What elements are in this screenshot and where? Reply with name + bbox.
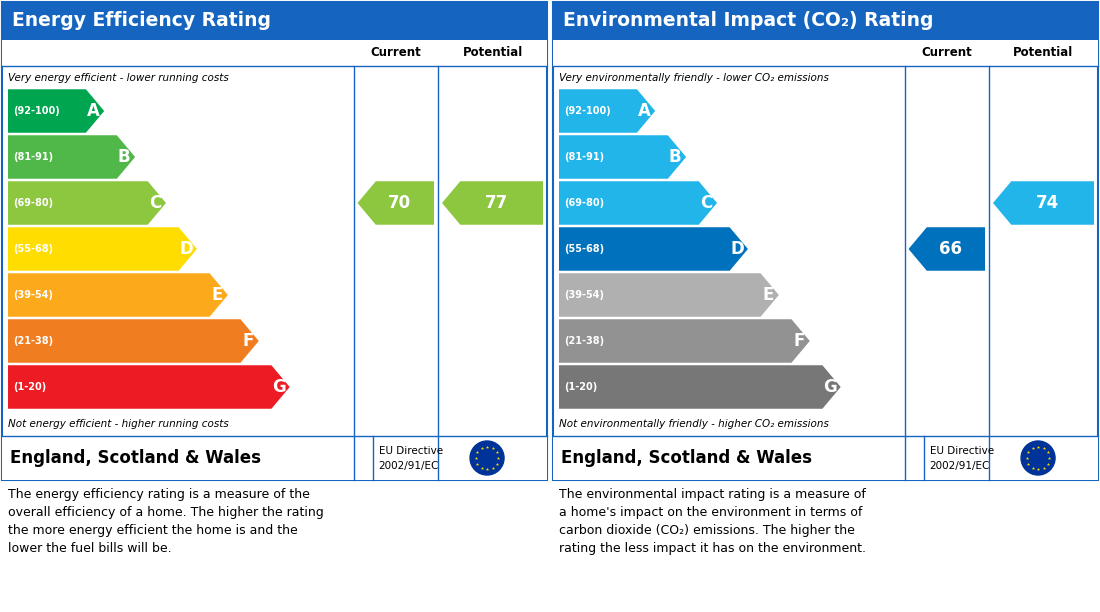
Text: 2002/91/EC: 2002/91/EC — [378, 461, 439, 471]
Bar — [553, 2, 1098, 40]
Text: a home's impact on the environment in terms of: a home's impact on the environment in te… — [559, 506, 862, 519]
Text: G: G — [272, 378, 286, 396]
Polygon shape — [8, 181, 166, 225]
Text: 77: 77 — [484, 194, 508, 212]
Polygon shape — [8, 227, 197, 271]
Text: Energy Efficiency Rating: Energy Efficiency Rating — [12, 12, 271, 31]
Text: (81-91): (81-91) — [13, 152, 53, 162]
Text: C: C — [700, 194, 712, 212]
Circle shape — [470, 441, 504, 475]
Bar — [553, 2, 1098, 480]
Text: lower the fuel bills will be.: lower the fuel bills will be. — [8, 542, 172, 555]
Text: G: G — [823, 378, 837, 396]
Text: C: C — [148, 194, 162, 212]
Text: B: B — [118, 148, 131, 166]
Text: Not energy efficient - higher running costs: Not energy efficient - higher running co… — [8, 419, 229, 429]
Text: the more energy efficient the home is and the: the more energy efficient the home is an… — [8, 524, 298, 537]
Text: D: D — [179, 240, 192, 258]
Text: Environmental Impact (CO₂) Rating: Environmental Impact (CO₂) Rating — [563, 12, 934, 31]
Polygon shape — [442, 181, 543, 225]
Polygon shape — [358, 181, 434, 225]
Bar — [2, 2, 547, 480]
Text: Potential: Potential — [1013, 47, 1074, 59]
Polygon shape — [8, 319, 258, 363]
Text: Current: Current — [371, 47, 421, 59]
Polygon shape — [559, 135, 686, 179]
Text: E: E — [762, 286, 773, 304]
Text: 70: 70 — [388, 194, 411, 212]
Text: (55-68): (55-68) — [13, 244, 53, 254]
Text: Very environmentally friendly - lower CO₂ emissions: Very environmentally friendly - lower CO… — [559, 73, 829, 83]
Text: (21-38): (21-38) — [13, 336, 53, 346]
Text: Very energy efficient - lower running costs: Very energy efficient - lower running co… — [8, 73, 229, 83]
Text: England, Scotland & Wales: England, Scotland & Wales — [10, 449, 261, 467]
Polygon shape — [559, 181, 717, 225]
Text: (69-80): (69-80) — [13, 198, 53, 208]
Bar — [2, 436, 547, 480]
Polygon shape — [8, 365, 289, 409]
Polygon shape — [559, 227, 748, 271]
Text: The energy efficiency rating is a measure of the: The energy efficiency rating is a measur… — [8, 488, 310, 501]
Text: carbon dioxide (CO₂) emissions. The higher the: carbon dioxide (CO₂) emissions. The high… — [559, 524, 855, 537]
Text: England, Scotland & Wales: England, Scotland & Wales — [561, 449, 812, 467]
Text: Potential: Potential — [462, 47, 522, 59]
Text: Current: Current — [922, 47, 972, 59]
Text: 66: 66 — [939, 240, 961, 258]
Text: (1-20): (1-20) — [564, 382, 597, 392]
Polygon shape — [559, 365, 840, 409]
Polygon shape — [8, 135, 135, 179]
Circle shape — [1021, 441, 1055, 475]
Text: (39-54): (39-54) — [13, 290, 53, 300]
Text: (92-100): (92-100) — [13, 106, 59, 116]
Text: F: F — [793, 332, 804, 350]
Bar — [2, 2, 547, 40]
Polygon shape — [909, 227, 984, 271]
Text: D: D — [730, 240, 744, 258]
Polygon shape — [8, 273, 228, 317]
Text: B: B — [669, 148, 682, 166]
Text: E: E — [211, 286, 222, 304]
Text: EU Directive: EU Directive — [930, 446, 993, 457]
Polygon shape — [559, 89, 656, 133]
Text: (1-20): (1-20) — [13, 382, 46, 392]
Text: (55-68): (55-68) — [564, 244, 604, 254]
Text: 74: 74 — [1035, 194, 1059, 212]
Text: (39-54): (39-54) — [564, 290, 604, 300]
Text: EU Directive: EU Directive — [378, 446, 442, 457]
Text: A: A — [638, 102, 651, 120]
Text: A: A — [87, 102, 100, 120]
Polygon shape — [8, 89, 104, 133]
Text: (92-100): (92-100) — [564, 106, 611, 116]
Polygon shape — [559, 319, 810, 363]
Text: Not environmentally friendly - higher CO₂ emissions: Not environmentally friendly - higher CO… — [559, 419, 829, 429]
Text: (69-80): (69-80) — [564, 198, 604, 208]
Text: The environmental impact rating is a measure of: The environmental impact rating is a mea… — [559, 488, 866, 501]
Text: (81-91): (81-91) — [564, 152, 604, 162]
Text: rating the less impact it has on the environment.: rating the less impact it has on the env… — [559, 542, 866, 555]
Bar — [553, 40, 1098, 66]
Polygon shape — [993, 181, 1094, 225]
Text: 2002/91/EC: 2002/91/EC — [930, 461, 990, 471]
Bar — [553, 436, 1098, 480]
Bar — [2, 40, 547, 66]
Polygon shape — [559, 273, 779, 317]
Text: overall efficiency of a home. The higher the rating: overall efficiency of a home. The higher… — [8, 506, 323, 519]
Text: F: F — [242, 332, 253, 350]
Text: (21-38): (21-38) — [564, 336, 604, 346]
